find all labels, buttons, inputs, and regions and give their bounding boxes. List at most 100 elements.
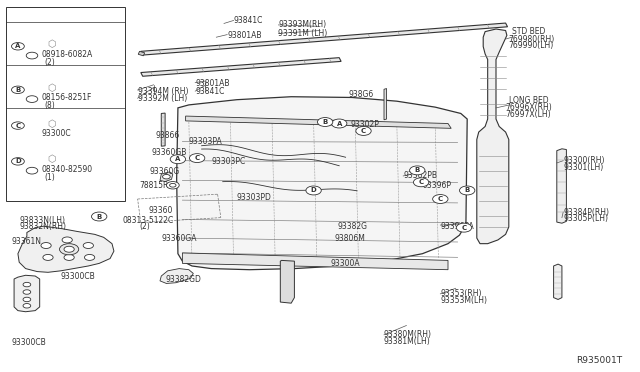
Circle shape xyxy=(26,167,38,174)
Text: 93382G: 93382G xyxy=(338,222,368,231)
Text: 93396PA: 93396PA xyxy=(440,222,474,231)
Circle shape xyxy=(84,254,95,260)
Text: 93841C: 93841C xyxy=(195,87,225,96)
Text: 93300C: 93300C xyxy=(42,129,71,138)
Circle shape xyxy=(166,182,179,189)
Polygon shape xyxy=(554,264,562,299)
Text: 93303PA: 93303PA xyxy=(189,137,223,146)
Text: A: A xyxy=(337,121,342,126)
Text: 93381M(LH): 93381M(LH) xyxy=(384,337,431,346)
Text: 93300CB: 93300CB xyxy=(12,339,46,347)
Text: (2): (2) xyxy=(45,58,56,67)
Circle shape xyxy=(23,297,31,302)
Text: B: B xyxy=(15,87,20,93)
Polygon shape xyxy=(14,275,40,312)
Polygon shape xyxy=(280,260,294,303)
Text: A: A xyxy=(15,43,20,49)
Text: 93353M(LH): 93353M(LH) xyxy=(440,296,487,305)
Text: 08918-6082A: 08918-6082A xyxy=(42,50,93,59)
Polygon shape xyxy=(477,29,509,244)
Circle shape xyxy=(356,126,371,135)
Circle shape xyxy=(410,166,425,175)
Text: 93353(RH): 93353(RH) xyxy=(440,289,482,298)
Polygon shape xyxy=(160,269,193,283)
Circle shape xyxy=(64,246,74,252)
Text: 93305P(LH): 93305P(LH) xyxy=(563,214,608,223)
Text: LONG BED: LONG BED xyxy=(509,96,549,105)
Circle shape xyxy=(413,178,429,187)
Circle shape xyxy=(23,290,31,294)
Bar xyxy=(6,7,125,201)
Text: 93806M: 93806M xyxy=(334,234,365,243)
Text: 93801AB: 93801AB xyxy=(195,79,230,88)
Circle shape xyxy=(332,119,347,128)
Circle shape xyxy=(306,186,321,195)
Text: 93300(RH): 93300(RH) xyxy=(563,156,605,165)
Circle shape xyxy=(43,254,53,260)
Text: 78815R: 78815R xyxy=(140,181,169,190)
Text: C: C xyxy=(361,128,366,134)
Text: ⬡: ⬡ xyxy=(47,154,56,164)
Text: 08340-82590: 08340-82590 xyxy=(42,165,93,174)
Text: ⬡: ⬡ xyxy=(47,39,56,49)
Text: C: C xyxy=(195,155,200,161)
Text: B: B xyxy=(30,97,34,102)
Polygon shape xyxy=(161,113,165,146)
Polygon shape xyxy=(182,253,448,270)
Circle shape xyxy=(433,195,448,203)
Text: ⬡: ⬡ xyxy=(47,119,56,129)
Polygon shape xyxy=(160,172,173,182)
Circle shape xyxy=(12,122,24,129)
Text: (8): (8) xyxy=(45,101,56,110)
Text: ⬡: ⬡ xyxy=(47,83,56,93)
Circle shape xyxy=(92,212,107,221)
Text: 93801AB: 93801AB xyxy=(227,31,262,40)
Circle shape xyxy=(26,96,38,102)
Text: 93380M(RH): 93380M(RH) xyxy=(384,330,432,339)
Circle shape xyxy=(64,254,74,260)
Text: D: D xyxy=(311,187,316,193)
Text: 93360GA: 93360GA xyxy=(161,234,196,243)
Circle shape xyxy=(60,244,79,255)
Text: C: C xyxy=(438,196,443,202)
Circle shape xyxy=(62,237,72,243)
Text: 93841C: 93841C xyxy=(234,16,263,25)
Circle shape xyxy=(12,42,24,50)
Circle shape xyxy=(23,304,31,308)
Text: STD BED: STD BED xyxy=(512,27,545,36)
Text: 93384P(RH): 93384P(RH) xyxy=(563,208,609,217)
Text: 08156-8251F: 08156-8251F xyxy=(42,93,92,102)
Text: 93392M (LH): 93392M (LH) xyxy=(138,94,187,103)
Text: 93300CB: 93300CB xyxy=(61,272,95,280)
Circle shape xyxy=(456,223,472,232)
Text: 93303PC: 93303PC xyxy=(211,157,246,166)
Polygon shape xyxy=(141,58,341,76)
Text: 93360: 93360 xyxy=(148,206,173,215)
Circle shape xyxy=(41,243,51,248)
Polygon shape xyxy=(557,149,566,223)
Text: C: C xyxy=(15,123,20,129)
Text: (2): (2) xyxy=(140,222,150,231)
Text: 93832N(RH): 93832N(RH) xyxy=(19,222,66,231)
Text: D: D xyxy=(15,158,20,164)
Polygon shape xyxy=(186,116,451,128)
Circle shape xyxy=(189,154,205,163)
Text: 93394M (RH): 93394M (RH) xyxy=(138,87,188,96)
Text: 93360G: 93360G xyxy=(150,167,180,176)
Text: S: S xyxy=(30,168,34,173)
Circle shape xyxy=(170,183,176,187)
Text: N: N xyxy=(29,53,35,58)
Text: C: C xyxy=(419,179,424,185)
Circle shape xyxy=(163,174,170,179)
Text: A: A xyxy=(175,156,180,162)
Polygon shape xyxy=(18,226,114,272)
Text: (1): (1) xyxy=(45,173,56,182)
Text: 76997X(LH): 76997X(LH) xyxy=(506,110,551,119)
Text: 93393M(RH): 93393M(RH) xyxy=(278,20,326,29)
Circle shape xyxy=(12,158,24,165)
Polygon shape xyxy=(138,51,145,56)
Circle shape xyxy=(83,243,93,248)
Text: 76996X(RH): 76996X(RH) xyxy=(506,103,552,112)
Circle shape xyxy=(23,282,31,287)
Circle shape xyxy=(170,155,186,164)
